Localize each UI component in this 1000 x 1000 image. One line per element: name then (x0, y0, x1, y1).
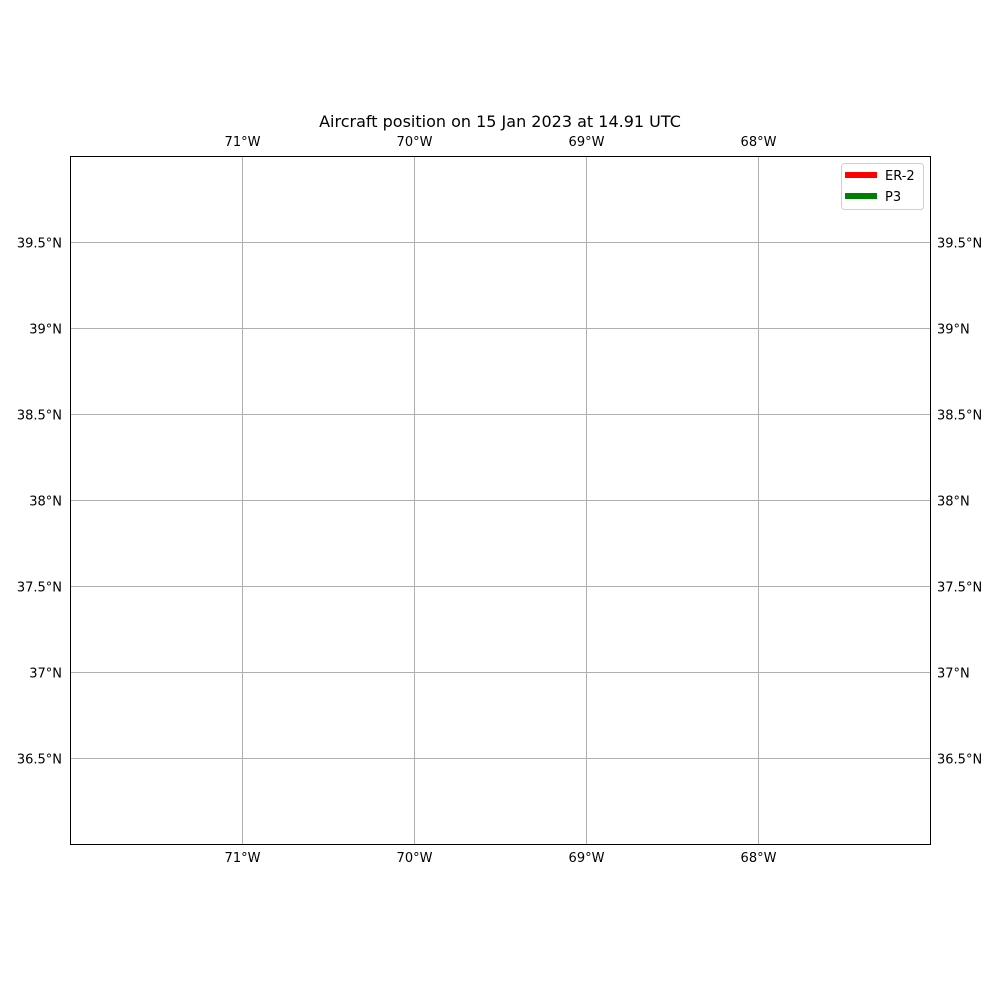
lon-tick-label-top: 70°W (397, 135, 433, 150)
lon-tick-label-top: 69°W (569, 135, 605, 150)
lat-tick-label-right: 39.5°N (937, 237, 982, 252)
lon-tick-label-bottom: 70°W (397, 851, 433, 866)
lat-tick-label-right: 37.5°N (937, 581, 982, 596)
lon-tick-label-top: 68°W (741, 135, 777, 150)
lat-tick-label-right: 37°N (937, 667, 970, 682)
lat-tick-label-left: 38°N (29, 495, 62, 510)
lon-tick-label-bottom: 69°W (569, 851, 605, 866)
chart-title: Aircraft position on 15 Jan 2023 at 14.9… (319, 112, 681, 131)
lat-tick-label-left: 38.5°N (17, 409, 62, 424)
lat-tick-label-right: 38°N (937, 495, 970, 510)
legend: ER-2 P3 (841, 163, 924, 210)
lat-tick-label-left: 37°N (29, 667, 62, 682)
lon-tick-label-bottom: 68°W (741, 851, 777, 866)
legend-label-p3: P3 (885, 190, 901, 205)
tick-labels: 71°W 71°W 70°W 70°W 69°W 69°W 68°W 68°W 39.5°N 39… (17, 135, 982, 866)
legend-label-er-2: ER-2 (885, 169, 915, 184)
lat-tick-label-right: 39°N (937, 323, 970, 338)
lat-tick-label-left: 39°N (29, 323, 62, 338)
lon-tick-label-top: 71°W (225, 135, 261, 150)
lat-tick-label-left: 37.5°N (17, 581, 62, 596)
gridlines (70, 156, 930, 844)
map-frame (70, 156, 931, 845)
lat-tick-label-right: 36.5°N (937, 753, 982, 768)
lat-tick-label-right: 38.5°N (937, 409, 982, 424)
lon-tick-label-bottom: 71°W (225, 851, 261, 866)
lat-tick-label-left: 36.5°N (17, 753, 62, 768)
lat-tick-label-left: 39.5°N (17, 237, 62, 252)
